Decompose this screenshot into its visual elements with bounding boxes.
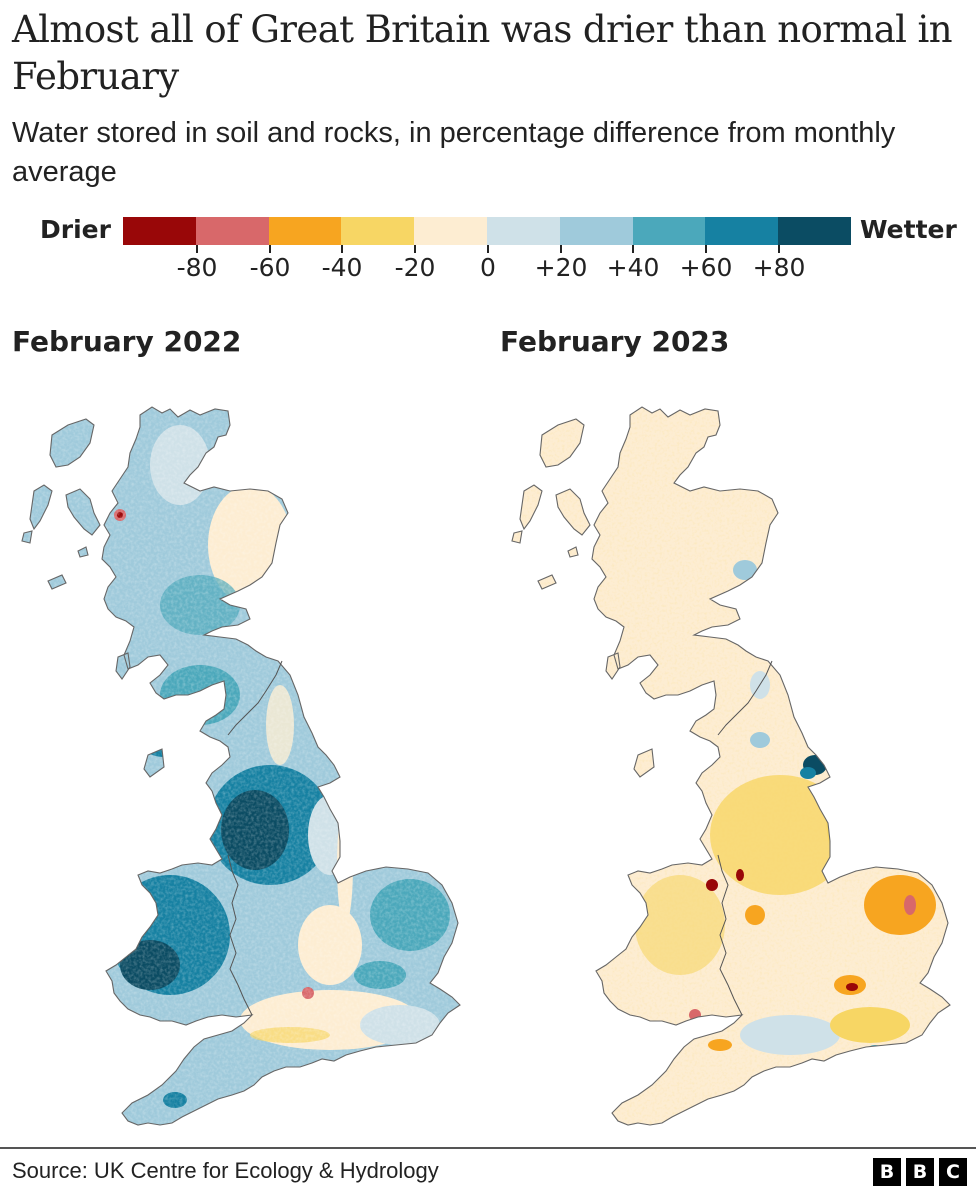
map-title-2023: February 2023 — [500, 325, 730, 358]
legend-tick-label: -60 — [249, 253, 291, 282]
chart-title: Almost all of Great Britain was drier th… — [12, 8, 953, 98]
footer-divider — [0, 1147, 976, 1149]
legend-tick — [778, 245, 780, 253]
legend-tick-label: +80 — [752, 253, 806, 282]
legend-segment — [705, 217, 779, 245]
legend-tick — [705, 245, 707, 253]
bbc-logo-letter: C — [939, 1158, 967, 1186]
bbc-logo-letter: B — [906, 1158, 934, 1186]
legend-wetter-label: Wetter — [860, 215, 957, 244]
legend-segment — [632, 217, 706, 245]
legend-segment — [778, 217, 851, 245]
bbc-logo-letter: B — [873, 1158, 901, 1186]
legend-segment — [268, 217, 342, 245]
chart-subtitle: Water stored in soil and rocks, in perce… — [12, 117, 896, 188]
legend-tick — [341, 245, 343, 253]
legend-color-bar — [123, 217, 851, 245]
legend-tick-label: -80 — [176, 253, 218, 282]
bbc-logo: B B C — [873, 1158, 967, 1186]
legend-segment — [341, 217, 415, 245]
legend-tick-label: -20 — [394, 253, 436, 282]
legend-tick — [560, 245, 562, 253]
legend-segment — [195, 217, 269, 245]
legend-drier-label: Drier — [40, 215, 111, 244]
legend-tick-label: +40 — [606, 253, 660, 282]
legend-segment — [559, 217, 633, 245]
map-february-2022 — [0, 395, 490, 1135]
map-february-2023 — [490, 395, 976, 1135]
color-legend: Drier -80 -60 -40 -20 0 +20 +40 +60 +80 … — [0, 210, 976, 290]
legend-segment — [486, 217, 560, 245]
legend-tick-label: +60 — [679, 253, 733, 282]
legend-segment — [123, 217, 196, 245]
gb-soil-moisture-map-2023 — [511, 406, 951, 1126]
legend-tick — [487, 245, 489, 253]
legend-segment — [414, 217, 487, 245]
legend-tick-label: -40 — [321, 253, 363, 282]
legend-tick — [196, 245, 198, 253]
source-credit: Source: UK Centre for Ecology & Hydrolog… — [12, 1158, 439, 1183]
legend-tick — [632, 245, 634, 253]
legend-tick-label: 0 — [480, 253, 496, 282]
legend-tick — [414, 245, 416, 253]
legend-tick — [269, 245, 271, 253]
map-title-2022: February 2022 — [12, 325, 242, 358]
gb-soil-moisture-map-2022 — [21, 406, 461, 1126]
legend-tick-label: +20 — [534, 253, 588, 282]
